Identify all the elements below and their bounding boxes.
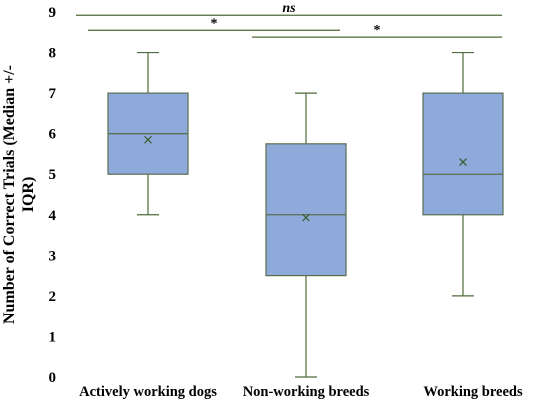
y-tick-label-0: 0: [49, 370, 57, 386]
y-axis-label-line-1: Number of Correct Trials (Median +/-: [1, 65, 18, 324]
y-axis-label: Number of Correct Trials (Median +/- IQR): [1, 65, 37, 324]
category-label-3: Working breeds: [423, 384, 523, 400]
y-tick-label-3: 3: [49, 248, 57, 264]
iqr-box-3: [422, 92, 504, 216]
labels-layer: Actively working dogs Non-working breeds W…: [79, 384, 523, 400]
box-group-1: [107, 51, 189, 216]
significance-label-2: *: [211, 16, 218, 31]
box-group-2: [265, 92, 347, 378]
category-label-2: Non-working breeds: [243, 384, 370, 400]
y-tick-label-4: 4: [49, 208, 57, 224]
significance-label-3: *: [374, 23, 381, 38]
iqr-box-2: [265, 143, 347, 277]
y-tick-label-5: 5: [49, 167, 57, 183]
significance-layer: ns * *: [76, 1, 502, 38]
mean-marker-stroke-b-1: [144, 135, 152, 144]
mean-marker-3: [459, 158, 467, 166]
axis-layer: 0 1 2 3 4 5 6 7 8 9 Number of Correct Trials (Medi…: [1, 5, 57, 386]
mean-marker-1: [144, 135, 152, 144]
y-tick-label-7: 7: [49, 86, 57, 102]
y-axis-label-line-2: IQR): [20, 177, 37, 213]
box-group-3: [422, 51, 504, 297]
y-tick-label-1: 1: [49, 329, 57, 345]
y-tick-label-2: 2: [49, 289, 57, 305]
y-tick-label-9: 9: [49, 5, 57, 21]
category-label-1: Actively working dogs: [79, 384, 217, 400]
y-tick-label-6: 6: [49, 127, 57, 143]
mean-marker-2: [302, 213, 310, 222]
significance-label-1: ns: [282, 1, 296, 16]
mean-marker-stroke-b-2: [302, 213, 310, 222]
boxes-layer: [107, 51, 504, 378]
mean-marker-stroke-b-3: [459, 158, 467, 166]
y-tick-label-8: 8: [49, 46, 57, 62]
